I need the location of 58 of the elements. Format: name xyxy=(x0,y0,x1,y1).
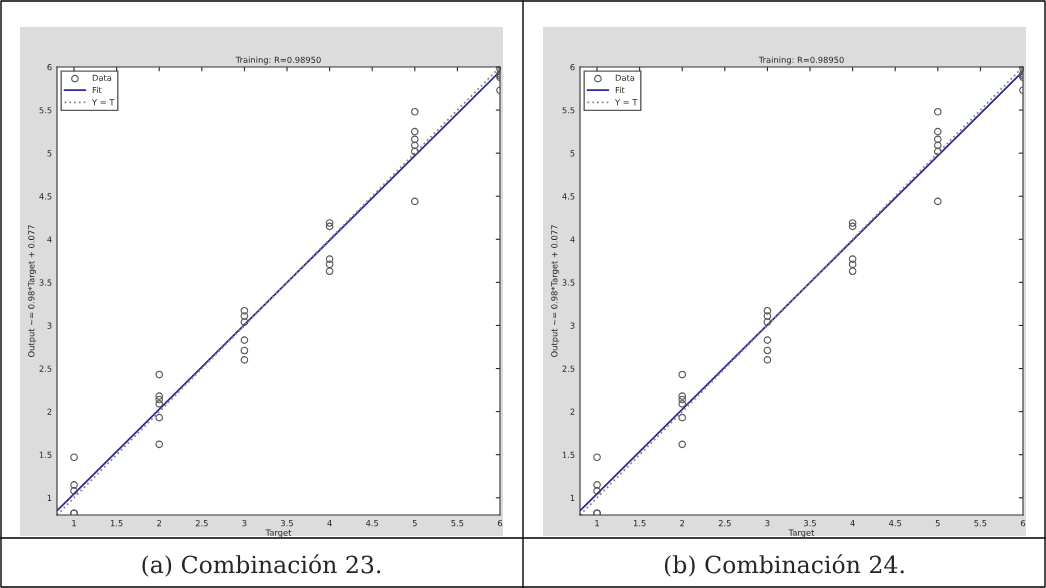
x-tick-label: 4 xyxy=(327,520,332,527)
x-tick-label: 2 xyxy=(157,520,162,527)
y-axis-title: Output ~= 0.98*Target + 0.077 xyxy=(28,225,37,357)
y-tick-label: 2 xyxy=(47,408,52,415)
x-tick-label: 6 xyxy=(497,520,503,527)
legend-label: Fit xyxy=(92,86,102,94)
text: (b) Combinación 24. xyxy=(664,554,904,577)
y-tick-label: 1 xyxy=(570,494,575,501)
x-tick-label: 5.5 xyxy=(451,520,464,527)
x-tick-label: 1 xyxy=(595,520,599,527)
y-tick-label: 1.5 xyxy=(562,451,575,458)
x-tick-label: 2.5 xyxy=(718,520,731,527)
x-tick-label: 6 xyxy=(1020,520,1026,527)
x-tick-label: 3.5 xyxy=(281,520,293,527)
y-tick-label: 5.5 xyxy=(562,107,575,114)
y-tick-label: 2.5 xyxy=(562,365,575,372)
text: (a) Combinación 23. xyxy=(142,554,381,577)
y-tick-label: 4 xyxy=(47,236,52,243)
x-tick-label: 4.5 xyxy=(365,520,379,527)
x-tick-label: 1 xyxy=(72,520,76,527)
x-tick-label: 5 xyxy=(412,520,417,527)
y-tick-label: 3 xyxy=(47,322,52,329)
y-tick-label: 5.5 xyxy=(39,107,52,114)
y-tick-label: 4.5 xyxy=(562,193,575,200)
y-tick-label: 3.5 xyxy=(39,279,52,286)
y-tick-label: 5 xyxy=(47,150,52,157)
x-tick-label: 3 xyxy=(765,520,770,527)
x-tick-label: 1.5 xyxy=(633,520,646,527)
chart-title: Training: R=0.98950 xyxy=(235,56,321,65)
y-tick-label: 4 xyxy=(570,236,575,243)
x-tick-label: 3.5 xyxy=(804,520,816,527)
x-tick-label: 1.5 xyxy=(110,520,123,527)
chart-title: Training: R=0.98950 xyxy=(758,56,844,65)
y-tick-label: 1 xyxy=(47,494,52,501)
x-tick-label: 2 xyxy=(680,520,685,527)
x-tick-label: 4 xyxy=(850,520,855,527)
y-tick-label: 5 xyxy=(570,150,575,157)
x-tick-label: 5.5 xyxy=(974,520,987,527)
y-tick-label: 3 xyxy=(570,322,575,329)
legend-label: Y = T xyxy=(91,99,115,106)
x-tick-label: 3 xyxy=(242,520,247,527)
y-axis-title: Output ~= 0.98*Target + 0.077 xyxy=(551,225,560,357)
y-tick-label: 4.5 xyxy=(39,193,52,200)
x-tick-label: 5 xyxy=(935,520,940,527)
y-tick-label: 6 xyxy=(47,63,52,71)
legend-label: Fit xyxy=(615,86,625,94)
y-tick-label: 1.5 xyxy=(39,451,52,458)
x-tick-label: 2.5 xyxy=(195,520,208,527)
y-tick-label: 3.5 xyxy=(562,279,575,286)
y-tick-label: 6 xyxy=(570,63,575,71)
y-tick-label: 2.5 xyxy=(39,365,52,372)
legend-label: Data xyxy=(615,74,635,81)
x-axis-title: Target xyxy=(265,529,292,538)
legend-label: Y = T xyxy=(614,99,638,106)
y-tick-label: 2 xyxy=(570,408,575,415)
x-tick-label: 4.5 xyxy=(888,520,902,527)
x-axis-title: Target xyxy=(788,529,815,538)
legend-label: Data xyxy=(92,74,112,81)
